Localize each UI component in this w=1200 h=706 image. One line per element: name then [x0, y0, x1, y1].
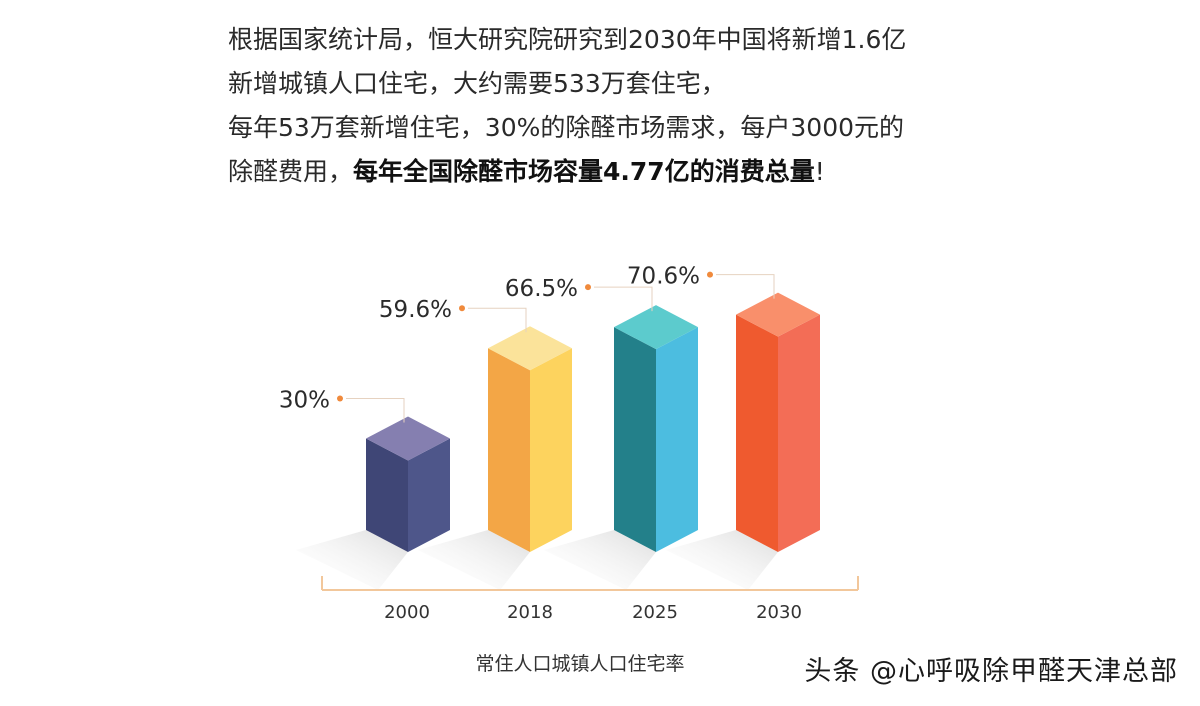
x-tick-label: 2025: [632, 602, 678, 623]
bar-front-face: [736, 314, 778, 552]
bar-side-face: [656, 327, 698, 552]
bar-top-face: [488, 326, 572, 371]
bar-side-face: [778, 314, 820, 552]
bar: [614, 305, 698, 552]
x-axis: [321, 576, 859, 591]
value-connector: [716, 274, 775, 299]
x-tick-label: 2018: [507, 602, 553, 623]
intro-line-3: 每年53万套新增住宅，30%的除醛市场需求，每户3000元的: [228, 113, 905, 142]
x-axis-label: 常住人口城镇人口住宅率: [475, 653, 684, 675]
value-label: 66.5%: [505, 276, 578, 302]
value-marker: [585, 284, 591, 291]
value-label: 59.6%: [379, 297, 452, 323]
bars: [366, 292, 820, 552]
bar-front-face: [488, 348, 530, 552]
x-tick-label: 2030: [756, 602, 802, 623]
intro-line-4-regular: 除醛费用，: [228, 157, 354, 186]
bar-shadow: [666, 530, 778, 590]
value-connector: [594, 286, 653, 312]
bar-top-face: [614, 305, 698, 350]
value-marker: [459, 305, 465, 312]
bar-front-face: [366, 438, 408, 552]
intro-line-1: 根据国家统计局，恒大研究院研究到2030年中国将新增1.6亿: [228, 25, 907, 54]
value-connector: [346, 398, 405, 423]
bar: [736, 292, 820, 552]
value-label: 30%: [279, 388, 330, 414]
intro-text: 根据国家统计局，恒大研究院研究到2030年中国将新增1.6亿 新增城镇人口住宅，…: [228, 18, 948, 194]
bar-shadow: [418, 530, 530, 590]
bar-side-face: [408, 438, 450, 552]
bar-shadow: [544, 530, 656, 590]
intro-line-4-bold: 每年全国除醛市场容量4.77亿的消费总量: [353, 157, 815, 186]
bar-front-face: [614, 327, 656, 552]
intro-line-4-end: !: [814, 157, 825, 186]
bar: [366, 416, 450, 552]
intro-line-4: 除醛费用，每年全国除醛市场容量4.77亿的消费总量!: [228, 150, 948, 194]
bar-shadow: [296, 530, 408, 590]
bar-top-face: [366, 416, 450, 461]
watermark: 头条 @心呼吸除甲醛天津总部: [804, 656, 1178, 687]
bar: [488, 326, 572, 552]
x-tick-labels: 2000 2018 2025 2030: [384, 602, 802, 623]
value-connector: [468, 307, 527, 333]
bar-shadows: [296, 530, 778, 590]
bar-side-face: [530, 348, 572, 552]
value-marker: [707, 271, 713, 278]
intro-line-2: 新增城镇人口住宅，大约需要533万套住宅，: [228, 69, 726, 98]
value-label: 70.6%: [627, 264, 700, 290]
value-marker: [337, 395, 343, 402]
value-labels: 30% 59.6% 66.5% 70.6%: [279, 264, 775, 423]
bar-top-face: [736, 292, 820, 337]
x-tick-label: 2000: [384, 602, 430, 623]
